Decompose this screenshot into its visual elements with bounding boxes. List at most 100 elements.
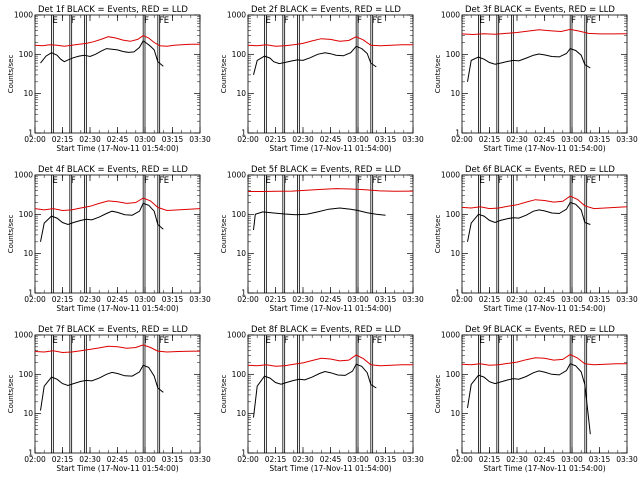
marker-label: FE [372,336,382,346]
x-axis-label: Start Time (17-Nov-11 01:54:00) [269,144,391,153]
series-line-black [467,201,591,242]
y-axis-label: Counts/sec [7,55,15,94]
x-tick-label: 02:30 [79,135,101,144]
y-tick-label: 100 [232,370,247,379]
x-tick-label: 02:00 [451,295,473,304]
y-tick-label: 10 [450,89,460,98]
x-tick-label: 02:00 [24,135,46,144]
y-tick-label: 10 [23,89,33,98]
y-tick-label: 1 [28,449,33,458]
x-tick-label: 02:15 [52,135,74,144]
marker-label: F [571,16,576,26]
series-line-red [34,344,201,354]
y-axis-label: Counts/sec [434,215,442,254]
y-tick-label: 10 [450,409,460,418]
x-tick-label: 03:30 [402,455,424,464]
marker-label: E [53,176,58,186]
marker-label: FE [586,176,596,186]
x-tick-label: 02:45 [320,135,342,144]
x-tick-label: 02:45 [320,295,342,304]
marker-label: E [480,336,485,346]
x-tick-label: 03:00 [134,295,156,304]
x-tick-label: 03:15 [375,135,397,144]
chart-title: Det 9f BLACK = Events, RED = LLD [465,325,615,335]
x-axis-label: Start Time (17-Nov-11 01:54:00) [483,464,605,473]
chart-panel-4: Det 4f BLACK = Events, RED = LLD 1 10 100 10… [7,165,211,313]
marker-label: FE [372,176,382,186]
series-line-black [467,48,591,82]
series-line-red [461,195,628,210]
y-tick-label: 1 [28,289,33,298]
chart-panel-6: Det 6f BLACK = Events, RED = LLD 1 10 100 10… [434,165,638,313]
y-axis-label: Counts/sec [434,55,442,94]
series-line-black [467,363,591,435]
series-line-red [248,188,414,192]
y-axis-label: Counts/sec [434,375,442,414]
marker-label: FE [159,16,169,26]
y-tick-label: 100 [446,50,461,59]
chart-panel-9: Det 9f BLACK = Events, RED = LLD 1 10 100 10… [434,325,638,473]
x-tick-label: 02:30 [79,295,101,304]
marker-label: F [571,336,576,346]
y-tick-label: 100 [19,50,34,59]
x-tick-label: 03:15 [589,135,611,144]
marker-label: F [71,336,76,346]
x-tick-label: 02:15 [479,295,501,304]
x-tick-label: 02:00 [24,455,46,464]
x-tick-label: 02:45 [320,455,342,464]
marker-label: F [284,176,289,186]
chart-panel-3: Det 3f BLACK = Events, RED = LLD 1 10 100 10… [434,5,638,153]
y-tick-label: 10 [23,249,33,258]
plot-frame [461,14,628,134]
y-tick-label: 1 [455,449,460,458]
x-tick-label: 03:00 [561,455,583,464]
y-tick-label: 1000 [227,331,246,340]
x-tick-label: 02:45 [534,455,556,464]
x-tick-label: 02:30 [292,135,314,144]
y-tick-label: 1 [28,129,33,138]
series-line-red [461,353,627,366]
series-line-black [253,45,377,76]
marker-label: FE [586,336,596,346]
y-tick-label: 1 [241,449,246,458]
x-tick-label: 03:15 [162,455,184,464]
chart-title: Det 4f BLACK = Events, RED = LLD [38,165,188,175]
y-tick-label: 10 [23,409,33,418]
x-tick-label: 02:00 [237,455,259,464]
x-tick-label: 03:15 [375,295,397,304]
chart-panel-7: Det 7f BLACK = Events, RED = LLD 1 10 100 10… [7,325,211,473]
marker-label: F [498,336,503,346]
y-tick-label: 1000 [441,171,460,180]
marker-label: F [144,16,149,26]
marker-label: F [498,16,503,26]
x-tick-label: 02:15 [52,455,74,464]
plot-frame [34,334,201,454]
y-tick-label: 1 [455,129,460,138]
series-line-red [34,35,200,47]
x-axis-label: Start Time (17-Nov-11 01:54:00) [483,304,605,313]
x-tick-label: 03:00 [561,295,583,304]
y-axis-label: Counts/sec [7,215,15,254]
marker-label: F [144,176,149,186]
x-axis-label: Start Time (17-Nov-11 01:54:00) [56,304,178,313]
x-tick-label: 02:15 [265,295,287,304]
x-tick-label: 03:30 [402,135,424,144]
chart-title: Det 1f BLACK = Events, RED = LLD [38,5,188,15]
series-line-red [247,36,413,47]
series-line-red [247,354,413,367]
x-tick-label: 02:45 [107,455,129,464]
x-tick-label: 02:30 [292,295,314,304]
marker-label: E [266,336,271,346]
y-tick-label: 10 [236,89,246,98]
x-tick-label: 03:30 [616,135,638,144]
x-tick-label: 03:00 [134,135,156,144]
x-tick-label: 03:30 [616,455,638,464]
x-tick-label: 02:00 [451,135,473,144]
y-tick-label: 1000 [441,11,460,20]
marker-label: FE [372,16,382,26]
x-tick-label: 02:15 [265,135,287,144]
x-tick-label: 02:15 [479,455,501,464]
chart-panel-2: Det 2f BLACK = Events, RED = LLD 1 10 100 10… [220,5,424,153]
y-axis-label: Counts/sec [220,55,228,94]
series-line-red [461,28,628,36]
